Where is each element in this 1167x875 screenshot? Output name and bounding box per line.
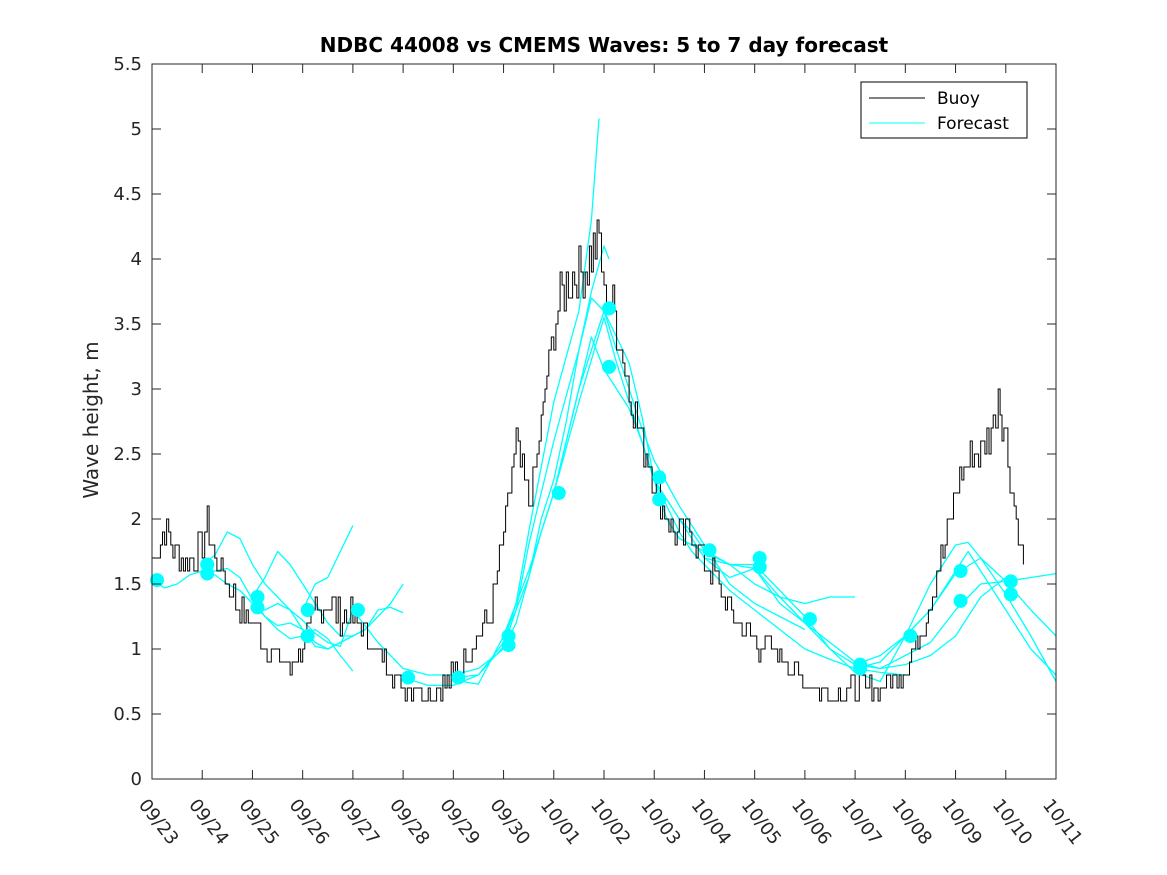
legend-box xyxy=(860,81,1028,139)
x-tick-label: 09/28 xyxy=(385,795,433,849)
forecast-line-8 xyxy=(352,245,610,676)
forecast-line-11 xyxy=(453,336,906,685)
forecast-line-16 xyxy=(854,541,1057,682)
forecast-marker xyxy=(200,566,215,581)
y-tick-label: 0 xyxy=(131,769,142,790)
x-tick-label: 10/02 xyxy=(586,795,634,849)
forecast-marker xyxy=(350,603,365,617)
forecast-marker xyxy=(451,670,466,685)
y-tick-label: 5 xyxy=(131,119,142,140)
forecast-marker xyxy=(602,301,617,316)
y-tick-label: 1 xyxy=(131,639,142,660)
forecast-line-10 xyxy=(453,297,806,679)
forecast-marker xyxy=(602,359,617,374)
forecast-marker xyxy=(250,600,265,615)
forecast-marker xyxy=(652,492,667,507)
x-tick-label: 10/11 xyxy=(1038,795,1086,849)
chart-title: NDBC 44008 vs CMEMS Waves: 5 to 7 day fo… xyxy=(320,33,889,57)
legend: Buoy Forecast xyxy=(860,81,1028,139)
x-tick-label: 09/30 xyxy=(486,795,534,849)
forecast-marker xyxy=(1003,574,1018,589)
x-tick-label: 10/05 xyxy=(737,795,785,849)
forecast-marker xyxy=(953,564,968,578)
forecast-marker xyxy=(752,560,767,575)
forecast-marker xyxy=(401,670,416,685)
x-tick-label: 09/27 xyxy=(335,795,383,849)
forecast-line-17 xyxy=(854,550,1057,676)
forecast-marker xyxy=(903,629,918,643)
y-tick-label: 3.5 xyxy=(113,314,142,335)
y-tick-label: 5.5 xyxy=(113,54,142,75)
buoy-line xyxy=(152,219,1024,702)
x-tick-label: 09/23 xyxy=(134,795,182,849)
forecast-marker xyxy=(150,573,165,588)
y-tick-label: 3 xyxy=(131,379,142,400)
forecast-line-5 xyxy=(252,602,404,650)
y-tick-label: 0.5 xyxy=(113,704,142,725)
x-tick-label: 09/26 xyxy=(285,795,333,849)
y-axis-label: Wave height, m xyxy=(79,341,103,498)
x-tick-label: 10/03 xyxy=(636,795,684,849)
forecast-marker xyxy=(300,603,315,617)
y-tick-label: 1.5 xyxy=(113,574,142,595)
plot-area-frame xyxy=(151,63,1057,780)
forecast-marker xyxy=(1003,587,1018,602)
forecast-marker xyxy=(501,638,516,653)
forecast-marker xyxy=(953,593,968,608)
forecast-marker xyxy=(652,470,667,485)
forecast-marker xyxy=(300,629,315,643)
y-tick-label: 4 xyxy=(131,249,142,270)
forecast-marker xyxy=(853,661,868,676)
forecast-marker-group xyxy=(150,301,1018,685)
forecast-line-15 xyxy=(704,557,1057,683)
x-tick-label: 10/06 xyxy=(787,795,835,849)
forecast-line-12 xyxy=(502,310,856,637)
x-tick-label: 09/25 xyxy=(235,795,283,849)
buoy-series-group xyxy=(152,219,1024,702)
x-tick-label: 10/04 xyxy=(687,795,735,849)
forecast-line-9 xyxy=(402,118,600,687)
forecast-marker xyxy=(551,486,566,500)
y-tick-label: 2 xyxy=(131,509,142,530)
forecast-line-4 xyxy=(251,550,404,637)
y-tick-label: 2.5 xyxy=(113,444,142,465)
x-tick-label: 09/29 xyxy=(435,795,483,849)
y-tick-label: 4.5 xyxy=(113,184,142,205)
x-tick-label: 10/10 xyxy=(988,795,1036,849)
forecast-marker xyxy=(702,543,717,558)
x-tick-label: 10/07 xyxy=(837,795,885,849)
x-tick-label: 10/09 xyxy=(938,795,986,849)
x-tick-label: 10/08 xyxy=(887,795,935,849)
forecast-line-2 xyxy=(201,531,354,648)
forecast-series-group xyxy=(151,118,1057,687)
x-tick-label: 10/01 xyxy=(536,795,584,849)
x-tick-label: 09/24 xyxy=(184,795,232,849)
forecast-marker xyxy=(802,612,817,627)
legend-buoy-label: Buoy xyxy=(937,89,980,109)
forecast-line-6 xyxy=(302,525,354,611)
legend-forecast-label: Forecast xyxy=(937,114,1009,134)
